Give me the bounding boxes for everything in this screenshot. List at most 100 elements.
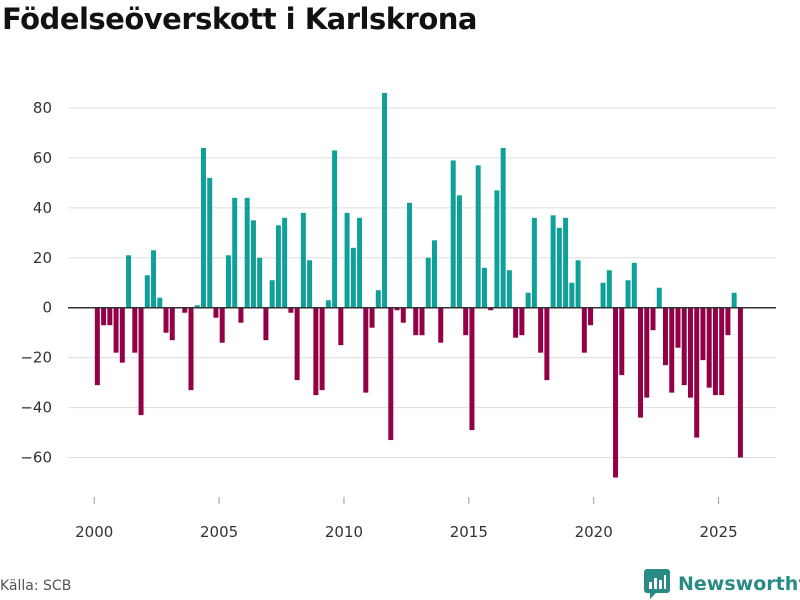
bar xyxy=(338,307,344,346)
bar xyxy=(257,257,263,308)
bar xyxy=(107,307,113,326)
bar xyxy=(269,280,275,308)
bar xyxy=(669,307,675,393)
x-tick-label: 2000 xyxy=(75,523,113,541)
bar xyxy=(419,307,425,336)
bar xyxy=(294,307,300,381)
bar xyxy=(325,300,331,308)
bar xyxy=(694,307,700,438)
bar xyxy=(544,307,550,381)
bar xyxy=(194,305,200,308)
bar xyxy=(375,290,381,308)
bar xyxy=(438,307,444,343)
bar xyxy=(94,307,100,386)
y-tick-label: 80 xyxy=(33,99,52,117)
bar xyxy=(182,307,188,313)
brand-logo[interactable]: Newsworthy xyxy=(644,569,800,599)
x-axis: 2000 2005 2010 2015 2020 2025 xyxy=(75,497,738,541)
bar xyxy=(413,307,419,336)
y-tick-label: −20 xyxy=(20,349,52,367)
bar xyxy=(494,190,500,308)
bar xyxy=(525,292,531,308)
bar xyxy=(126,255,132,308)
bar xyxy=(450,160,456,308)
bar xyxy=(700,307,706,361)
bar xyxy=(388,307,394,441)
x-tick-label: 2010 xyxy=(325,523,363,541)
x-tick-label: 2015 xyxy=(450,523,488,541)
bar xyxy=(613,307,619,478)
bar xyxy=(244,197,250,308)
y-tick-label: 60 xyxy=(33,149,52,167)
x-tick-label: 2020 xyxy=(575,523,613,541)
bar xyxy=(581,307,587,353)
bar xyxy=(213,307,219,318)
y-tick-label: 0 xyxy=(42,299,52,317)
bar xyxy=(207,177,213,308)
bar xyxy=(488,307,494,311)
bar xyxy=(101,307,107,326)
bar xyxy=(556,227,562,308)
bar xyxy=(731,292,737,308)
bar xyxy=(157,297,163,308)
bar xyxy=(400,307,406,323)
y-axis: 80 60 40 20 0 −20 −40 −60 xyxy=(20,99,52,467)
bar xyxy=(481,267,487,308)
bar xyxy=(619,307,625,376)
bar xyxy=(681,307,687,386)
bar xyxy=(475,165,481,308)
bar xyxy=(506,270,512,308)
bar xyxy=(463,307,469,336)
grid-lines xyxy=(68,107,776,459)
bar xyxy=(469,307,475,431)
brand-name: Newsworthy xyxy=(678,573,800,595)
bar xyxy=(313,307,319,396)
y-tick-label: −40 xyxy=(20,399,52,417)
bar xyxy=(282,217,288,308)
bar xyxy=(625,280,631,308)
newsworthy-logo-icon xyxy=(644,569,670,599)
y-tick-label: 20 xyxy=(33,249,52,267)
bar xyxy=(307,260,313,308)
bar xyxy=(319,307,325,391)
bar xyxy=(138,307,144,416)
bar xyxy=(431,240,437,308)
source-label: Källa: SCB xyxy=(0,578,72,594)
bar xyxy=(513,307,519,338)
bar xyxy=(569,282,575,308)
bar xyxy=(675,307,681,348)
bar xyxy=(563,217,569,308)
bar xyxy=(188,307,194,391)
bar xyxy=(737,307,743,458)
bar xyxy=(263,307,269,341)
bar xyxy=(638,307,644,418)
bar xyxy=(538,307,544,353)
bar xyxy=(151,250,157,308)
bar xyxy=(119,307,125,363)
bar xyxy=(725,307,731,336)
chart-title: Födelseöverskott i Karlskrona xyxy=(2,2,477,36)
bar xyxy=(719,307,725,396)
bar xyxy=(144,275,150,308)
bar xyxy=(288,307,294,313)
bar xyxy=(456,195,462,308)
bar xyxy=(425,257,431,308)
bar xyxy=(344,212,350,308)
bar xyxy=(382,92,388,308)
bar xyxy=(706,307,712,388)
bar xyxy=(357,217,363,308)
bar xyxy=(631,262,637,308)
bar xyxy=(600,282,606,308)
bar xyxy=(519,307,525,336)
bar xyxy=(650,307,656,331)
x-tick-label: 2005 xyxy=(200,523,238,541)
bar xyxy=(712,307,718,396)
bar xyxy=(113,307,119,353)
bar xyxy=(163,307,169,333)
bar xyxy=(394,307,400,311)
bar xyxy=(369,307,375,328)
y-tick-label: −60 xyxy=(20,449,52,467)
bar xyxy=(656,287,662,308)
bar xyxy=(169,307,175,341)
